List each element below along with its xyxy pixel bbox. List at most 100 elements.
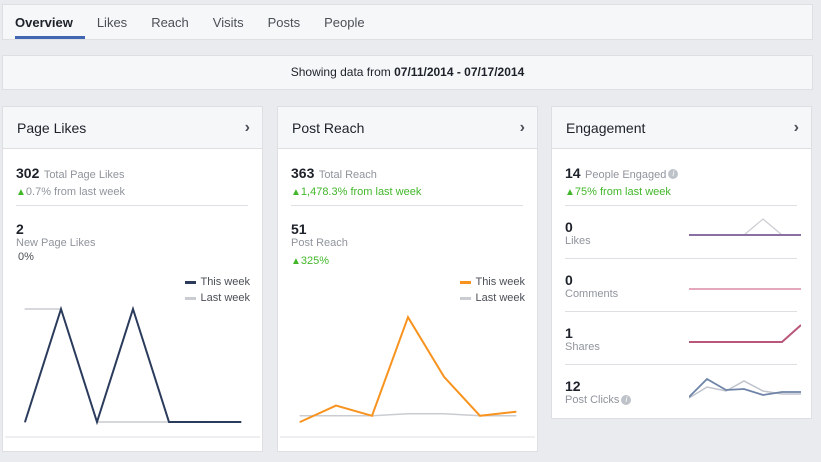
post-clicks-label: Post Clicks — [565, 394, 620, 406]
total-likes-label: Total Page Likes — [43, 169, 125, 181]
legend-this-week: This week — [475, 276, 525, 288]
date-range-bar: Showing data from 07/11/2014 - 07/17/201… — [2, 55, 813, 90]
legend-last-week: Last week — [475, 292, 525, 304]
total-reach-label: Total Reach — [318, 169, 377, 181]
chevron-right-icon[interactable]: › — [519, 118, 525, 136]
series-line-this-week — [299, 314, 517, 423]
total-reach-block: 363 Total Reach — [291, 165, 377, 183]
divider — [16, 205, 248, 206]
legend-this-week: This week — [200, 276, 250, 288]
post-reach-change: ▲325% — [291, 251, 348, 269]
engagement-card: Engagement › 14 People Engaged i ▲75% fro… — [551, 106, 812, 419]
new-likes-change: 0% — [18, 251, 34, 263]
tab-visits[interactable]: Visits — [212, 15, 244, 30]
data-point — [407, 316, 409, 318]
likes-change: ▲0.7% from last week — [16, 182, 125, 200]
data-point — [515, 411, 517, 413]
shares-label: Shares — [565, 341, 600, 353]
comments-sparkline — [689, 288, 801, 290]
shares-sparkline — [689, 324, 801, 343]
likes-change-text: 0.7% from last week — [25, 186, 125, 198]
new-likes-block: 2 New Page Likes 0% — [16, 221, 96, 263]
data-point — [240, 421, 242, 423]
data-point — [479, 415, 481, 417]
people-engaged-value: 14 — [565, 165, 581, 181]
data-point — [371, 415, 373, 417]
divider — [565, 258, 797, 259]
data-point — [168, 421, 170, 423]
engagement-row-likes: 0 Likes — [565, 219, 591, 247]
data-point — [132, 308, 134, 310]
data-point — [515, 415, 517, 417]
legend-swatch-last-week — [185, 296, 197, 300]
data-point — [96, 421, 98, 423]
up-arrow-icon: ▲ — [291, 256, 301, 267]
post-reach-chart: FriSatSunMonTueWedThu — [280, 314, 535, 438]
reach-change-text: 1,478.3% from last week — [300, 186, 422, 198]
data-point — [24, 308, 26, 310]
post-reach-header[interactable]: Post Reach › — [278, 107, 537, 149]
data-point — [299, 421, 301, 423]
chart-legend: This week Last week — [185, 276, 250, 308]
reach-change: ▲1,478.3% from last week — [291, 182, 421, 200]
data-point — [60, 308, 62, 310]
chevron-right-icon[interactable]: › — [244, 118, 250, 136]
post-clicks-value: 12 — [565, 378, 581, 394]
post-reach-card: Post Reach › 363 Total Reach ▲1,478.3% f… — [277, 106, 538, 452]
data-point — [24, 421, 26, 423]
tab-bar: Overview Likes Reach Visits Posts People — [2, 4, 813, 40]
tab-people[interactable]: People — [324, 15, 365, 30]
likes-value: 0 — [565, 219, 573, 235]
data-point — [204, 421, 206, 423]
people-engaged-label: People Engaged — [585, 169, 667, 181]
total-likes-block: 302 Total Page Likes — [16, 165, 125, 183]
post-clicks-sparkline — [689, 377, 801, 399]
legend-swatch-this-week — [185, 280, 197, 284]
page-likes-card: Page Likes › 302 Total Page Likes ▲0.7% … — [2, 106, 263, 452]
tab-posts[interactable]: Posts — [267, 15, 301, 30]
data-point — [132, 421, 134, 423]
engagement-row-shares: 1 Shares — [565, 325, 600, 353]
total-likes-value: 302 — [16, 165, 40, 181]
post-reach-label: Post Reach — [291, 237, 348, 249]
data-point — [299, 415, 301, 417]
date-range-prefix: Showing data from — [290, 65, 395, 79]
data-point — [335, 415, 337, 417]
card-title: Post Reach — [292, 119, 365, 136]
info-icon[interactable]: i — [668, 168, 679, 179]
new-likes-value: 2 — [16, 221, 24, 237]
new-likes-label: New Page Likes — [16, 237, 96, 249]
post-reach-block: 51 Post Reach ▲325% — [291, 221, 348, 269]
series-line-last-week — [25, 308, 241, 423]
up-arrow-icon: ▲ — [565, 187, 575, 198]
engagement-header[interactable]: Engagement › — [552, 107, 811, 149]
total-reach-value: 363 — [291, 165, 315, 181]
engaged-change-text: 75% from last week — [574, 186, 671, 198]
card-title: Engagement — [566, 119, 646, 136]
post-reach-change-text: 325% — [300, 255, 330, 267]
date-range-dates: 07/11/2014 - 07/17/2014 — [394, 65, 525, 79]
likes-label: Likes — [565, 235, 591, 247]
card-title: Page Likes — [17, 119, 87, 136]
data-point — [443, 413, 445, 415]
chevron-right-icon[interactable]: › — [793, 118, 799, 136]
page-likes-chart: FriSatSunMonTueWedThu — [5, 305, 260, 438]
tab-reach[interactable]: Reach — [151, 15, 189, 30]
post-reach-value: 51 — [291, 221, 307, 237]
engaged-change: ▲75% from last week — [565, 182, 671, 200]
divider — [291, 205, 523, 206]
comments-label: Comments — [565, 288, 619, 300]
tab-likes[interactable]: Likes — [96, 15, 128, 30]
legend-swatch-this-week — [460, 280, 472, 284]
engagement-row-post-clicks: 12 Post Clicks i — [565, 378, 632, 406]
legend-last-week: Last week — [200, 292, 250, 304]
page-likes-header[interactable]: Page Likes › — [3, 107, 262, 149]
info-icon[interactable]: i — [621, 395, 632, 406]
people-engaged-block: 14 People Engaged i — [565, 165, 679, 183]
shares-value: 1 — [565, 325, 573, 341]
data-point — [407, 413, 409, 415]
series-line-this-week — [24, 305, 241, 426]
engagement-row-comments: 0 Comments — [565, 272, 618, 300]
tab-overview[interactable]: Overview — [15, 5, 85, 39]
up-arrow-icon: ▲ — [16, 187, 26, 198]
